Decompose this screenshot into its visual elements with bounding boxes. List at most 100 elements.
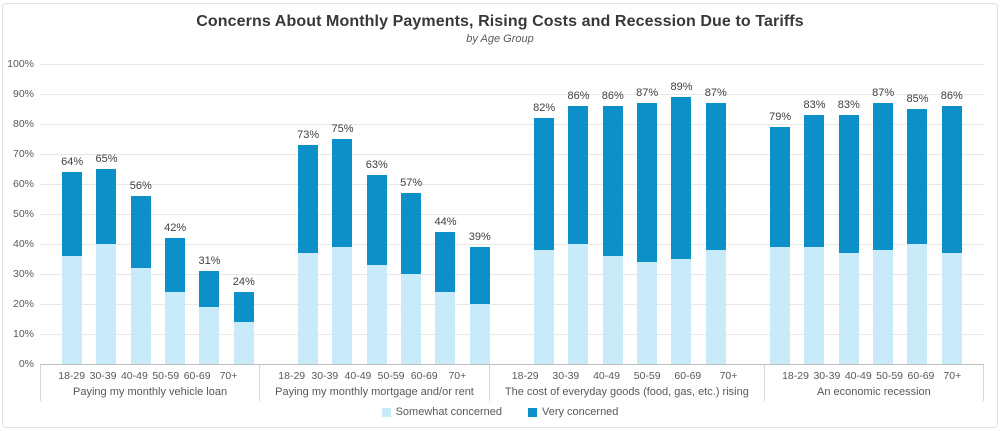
stacked-bar <box>838 115 859 364</box>
very-concerned-segment <box>907 109 928 244</box>
very-concerned-segment <box>838 115 859 253</box>
bar-column: 86% <box>567 90 590 364</box>
bar-column: 83% <box>803 99 826 364</box>
bar-group: 82% 86% 86% 87% 89% 87% <box>512 64 748 364</box>
bar-group: 73% 75% 63% 57% 44% 39% <box>276 64 512 364</box>
y-axis-tick-label: 50% <box>12 208 34 220</box>
very-concerned-segment <box>568 106 589 244</box>
somewhat-concerned-segment <box>298 253 319 364</box>
age-tick-label: 60-69 <box>183 370 211 382</box>
very-concerned-segment <box>435 232 456 292</box>
age-tick-label: 70+ <box>448 370 467 382</box>
age-tick-label: 50-59 <box>377 370 405 382</box>
bar-slot: 73% <box>291 129 325 364</box>
somewhat-concerned-segment <box>770 247 791 364</box>
bar-slot: 65% <box>89 153 123 364</box>
bar-total-label: 86% <box>601 90 624 102</box>
bar-column: 73% <box>297 129 319 364</box>
y-axis-tick-label: 20% <box>12 298 34 310</box>
bar-column: 79% <box>769 111 791 364</box>
bar-slot: 86% <box>596 90 630 364</box>
age-tick-label: 30-39 <box>552 370 580 382</box>
bar-column: 86% <box>602 90 624 364</box>
bar-total-label: 65% <box>95 153 118 165</box>
stacked-bar <box>62 172 83 364</box>
age-labels-row: 18-29 30-39 40-49 50-59 60-69 70+ <box>780 369 968 383</box>
bar-slot: 64% <box>55 156 89 364</box>
bar-slot: 42% <box>158 222 192 364</box>
bar-slot: 89% <box>664 81 698 364</box>
stacked-bar <box>770 127 791 364</box>
stacked-bar <box>199 271 220 364</box>
somewhat-concerned-segment <box>233 322 254 364</box>
legend-item-somewhat: Somewhat concerned <box>381 406 502 418</box>
y-axis-tick-label: 0% <box>18 358 34 370</box>
very-concerned-segment <box>165 238 186 292</box>
bar-column: 57% <box>400 177 422 364</box>
somewhat-concerned-segment <box>705 250 726 364</box>
category-group: 18-29 30-39 40-49 50-59 60-69 70+ The cost of … <box>488 365 764 401</box>
legend: Somewhat concerned Very concerned <box>3 406 997 418</box>
very-concerned-segment <box>233 292 254 322</box>
stacked-bar <box>435 232 456 364</box>
age-tick-label: 60-69 <box>674 370 702 382</box>
bar-total-label: 39% <box>468 231 491 243</box>
somewhat-concerned-segment <box>602 256 623 364</box>
stacked-bar <box>941 106 962 364</box>
bar-column: 63% <box>366 159 388 364</box>
very-concerned-segment <box>941 106 962 253</box>
group-label: The cost of everyday goods (food, gas, e… <box>504 386 749 398</box>
very-concerned-segment <box>130 196 151 268</box>
age-tick-label: 60-69 <box>907 370 935 382</box>
bar-slot: 87% <box>699 87 733 364</box>
category-axis-band: 18-29 30-39 40-49 50-59 60-69 70+ Paying my mo… <box>40 364 984 401</box>
gridline <box>40 184 984 185</box>
bar-groups: 64% 65% 56% 42% 31% 24% 73% 75% 63% 57% 44% 39% 82% 8… <box>40 64 984 364</box>
bar-total-label: 82% <box>533 102 556 114</box>
bar-column: 87% <box>636 87 658 364</box>
legend-label-somewhat: Somewhat concerned <box>395 406 502 418</box>
stacked-bar <box>705 103 726 364</box>
bar-total-label: 57% <box>400 177 423 189</box>
very-concerned-segment <box>62 172 83 256</box>
bar-total-label: 44% <box>434 216 457 228</box>
age-tick-label: 40-49 <box>120 370 148 382</box>
age-tick-label: 18-29 <box>278 370 306 382</box>
bar-total-label: 86% <box>940 90 963 102</box>
bar-slot: 44% <box>428 216 462 364</box>
stacked-bar <box>671 97 692 364</box>
very-concerned-segment <box>705 103 726 250</box>
bar-total-label: 83% <box>837 99 860 111</box>
age-tick-label: 40-49 <box>344 370 372 382</box>
somewhat-concerned-segment <box>671 259 692 364</box>
bar-total-label: 24% <box>232 276 255 288</box>
bar-total-label: 75% <box>331 123 354 135</box>
gridline <box>40 124 984 125</box>
bar-group: 64% 65% 56% 42% 31% 24% <box>40 64 276 364</box>
age-tick-label: 30-39 <box>813 370 841 382</box>
somewhat-concerned-segment <box>568 244 589 364</box>
somewhat-concerned-segment <box>804 247 825 364</box>
very-concerned-swatch-icon <box>527 407 537 417</box>
stacked-bar <box>165 238 186 364</box>
bar-group: 79% 83% 83% 87% 85% 86% <box>748 64 984 364</box>
gridline <box>40 304 984 305</box>
somewhat-concerned-segment <box>435 292 456 364</box>
bar-column: 65% <box>95 153 118 364</box>
somewhat-concerned-segment <box>838 253 859 364</box>
very-concerned-segment <box>366 175 387 265</box>
bar-column: 39% <box>469 231 491 364</box>
stacked-bar <box>534 118 555 364</box>
somewhat-concerned-segment <box>637 262 658 364</box>
somewhat-concerned-segment <box>469 304 490 364</box>
bar-column: 64% <box>61 156 83 364</box>
category-group: 18-29 30-39 40-49 50-59 60-69 70+ Paying my mo… <box>259 365 489 401</box>
bar-slot: 85% <box>900 93 934 364</box>
stacked-bar <box>366 175 387 364</box>
age-tick-label: 70+ <box>719 370 738 382</box>
bar-slot: 24% <box>227 276 261 364</box>
stacked-bar <box>233 292 254 364</box>
very-concerned-segment <box>469 247 490 304</box>
very-concerned-segment <box>770 127 791 247</box>
stacked-bar <box>873 103 894 364</box>
